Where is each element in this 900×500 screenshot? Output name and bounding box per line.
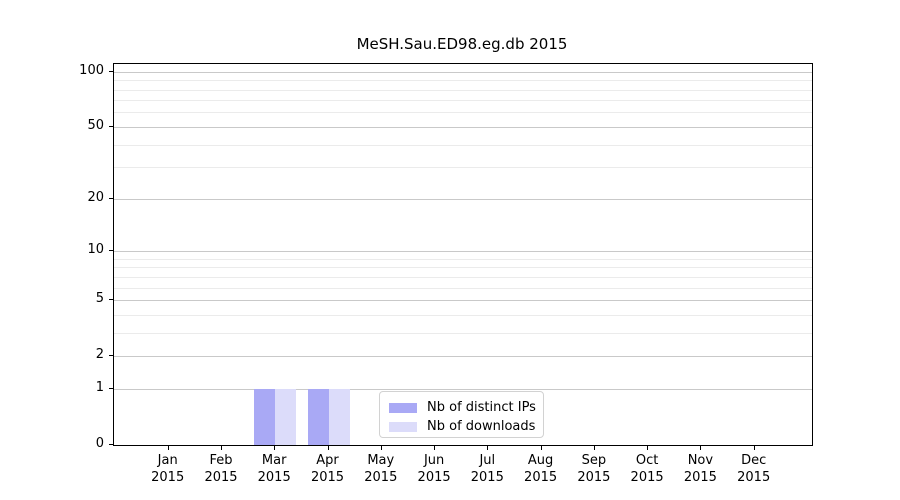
x-tick-year: 2015 xyxy=(524,470,558,485)
gridline-minor xyxy=(114,100,812,102)
x-tick-year: 2015 xyxy=(417,470,451,485)
x-tick-label-apr: Apr 2015 xyxy=(298,452,358,486)
x-tick-year: 2015 xyxy=(737,470,771,485)
legend-label-downloads: Nb of downloads xyxy=(427,419,536,434)
x-tick-label-mar: Mar 2015 xyxy=(244,452,304,486)
x-tick-month: May xyxy=(367,453,395,468)
y-tick-label-20: 20 xyxy=(87,189,104,205)
x-tick-label-may: May 2015 xyxy=(351,452,411,486)
y-tick-label-100: 100 xyxy=(79,62,104,78)
x-tick-year: 2015 xyxy=(257,470,291,485)
x-tick-label-aug: Aug 2015 xyxy=(511,452,571,486)
x-tick-mark xyxy=(434,446,436,450)
gridline-minor xyxy=(114,276,812,278)
gridline-minor xyxy=(114,267,812,269)
x-tick-mark xyxy=(380,446,382,450)
legend-item-downloads: Nb of downloads xyxy=(389,417,536,436)
x-tick-mark xyxy=(327,446,329,450)
legend-label-distinct-ips: Nb of distinct IPs xyxy=(427,400,536,415)
y-tick-label-2: 2 xyxy=(95,347,104,363)
x-tick-month: Jul xyxy=(479,453,496,468)
x-tick-mark xyxy=(647,446,649,450)
x-tick-year: 2015 xyxy=(577,470,611,485)
x-tick-month: Mar xyxy=(261,453,287,468)
y-tick-label-10: 10 xyxy=(87,242,104,257)
y-tick-label-0: 0 xyxy=(95,436,104,451)
legend-swatch-distinct-ips xyxy=(389,402,417,413)
x-tick-month: Sep xyxy=(581,453,607,468)
x-tick-month: Dec xyxy=(741,453,767,468)
x-tick-month: Nov xyxy=(687,453,714,468)
x-tick-label-nov: Nov 2015 xyxy=(670,452,730,486)
x-tick-label-dec: Dec 2015 xyxy=(724,452,784,486)
chart-title: MeSH.Sau.ED98.eg.db 2015 xyxy=(356,35,568,53)
gridline-major xyxy=(114,356,812,358)
x-tick-label-feb: Feb 2015 xyxy=(191,452,251,486)
gridline-minor xyxy=(114,314,812,316)
x-tick-year: 2015 xyxy=(630,470,664,485)
y-tick-label-5: 5 xyxy=(95,291,104,306)
x-tick-month: Oct xyxy=(635,453,659,468)
y-tick-mark xyxy=(109,299,113,300)
x-tick-label-jan: Jan 2015 xyxy=(138,452,198,486)
x-tick-mark xyxy=(274,446,276,450)
gridline-minor xyxy=(114,167,812,169)
x-tick-mark xyxy=(753,446,755,450)
gridline-minor xyxy=(114,332,812,334)
gridline-minor xyxy=(114,258,812,260)
gridline-major xyxy=(114,300,812,301)
x-tick-month: Jun xyxy=(423,453,445,468)
y-tick-mark xyxy=(109,125,113,127)
x-tick-month: Aug xyxy=(527,453,554,468)
y-tick-mark xyxy=(109,387,113,389)
gridline-minor xyxy=(114,89,812,91)
x-tick-mark xyxy=(167,446,169,450)
x-tick-year: 2015 xyxy=(364,470,398,485)
gridline-major xyxy=(114,388,812,390)
x-tick-year: 2015 xyxy=(151,470,185,485)
y-tick-label-50: 50 xyxy=(87,117,104,133)
x-tick-mark xyxy=(221,446,222,450)
legend: Nb of distinct IPs Nb of downloads xyxy=(379,391,544,438)
x-tick-label-jun: Jun 2015 xyxy=(404,452,464,486)
y-tick-mark xyxy=(109,197,113,199)
x-tick-year: 2015 xyxy=(470,470,504,485)
x-tick-month: Jan xyxy=(157,453,178,468)
gridline-minor xyxy=(114,144,812,146)
x-tick-mark xyxy=(487,446,489,450)
gridline-major xyxy=(114,251,812,252)
x-tick-label-oct: Oct 2015 xyxy=(617,452,677,486)
x-tick-year: 2015 xyxy=(204,470,238,485)
y-tick-mark xyxy=(109,250,113,251)
bar-nb-of-distinct-ips-apr-2015 xyxy=(307,388,329,445)
gridline-minor xyxy=(114,112,812,114)
x-tick-month: Feb xyxy=(209,453,233,468)
legend-swatch-downloads xyxy=(389,421,417,432)
x-tick-mark xyxy=(700,446,702,450)
x-tick-label-jul: Jul 2015 xyxy=(457,452,517,486)
plot-area: Nb of distinct IPs Nb of downloads xyxy=(113,63,813,446)
bar-nb-of-downloads-mar-2015 xyxy=(275,388,297,445)
gridline-minor xyxy=(114,80,812,82)
bar-nb-of-distinct-ips-mar-2015 xyxy=(254,388,276,445)
y-tick-mark xyxy=(109,70,113,72)
x-tick-year: 2015 xyxy=(310,470,345,485)
y-tick-mark xyxy=(109,355,113,357)
x-tick-mark xyxy=(593,446,595,450)
y-tick-mark xyxy=(109,444,113,445)
legend-item-distinct-ips: Nb of distinct IPs xyxy=(389,398,536,417)
bar-nb-of-downloads-apr-2015 xyxy=(328,388,350,445)
gridline-major xyxy=(114,126,812,128)
gridline-major xyxy=(114,71,812,73)
x-tick-label-sep: Sep 2015 xyxy=(564,452,624,486)
gridline-minor xyxy=(114,287,812,289)
gridline-major xyxy=(114,198,812,200)
y-tick-label-1: 1 xyxy=(95,379,104,395)
x-tick-mark xyxy=(540,446,542,450)
x-tick-year: 2015 xyxy=(683,470,717,485)
x-tick-month: Apr xyxy=(316,453,339,468)
